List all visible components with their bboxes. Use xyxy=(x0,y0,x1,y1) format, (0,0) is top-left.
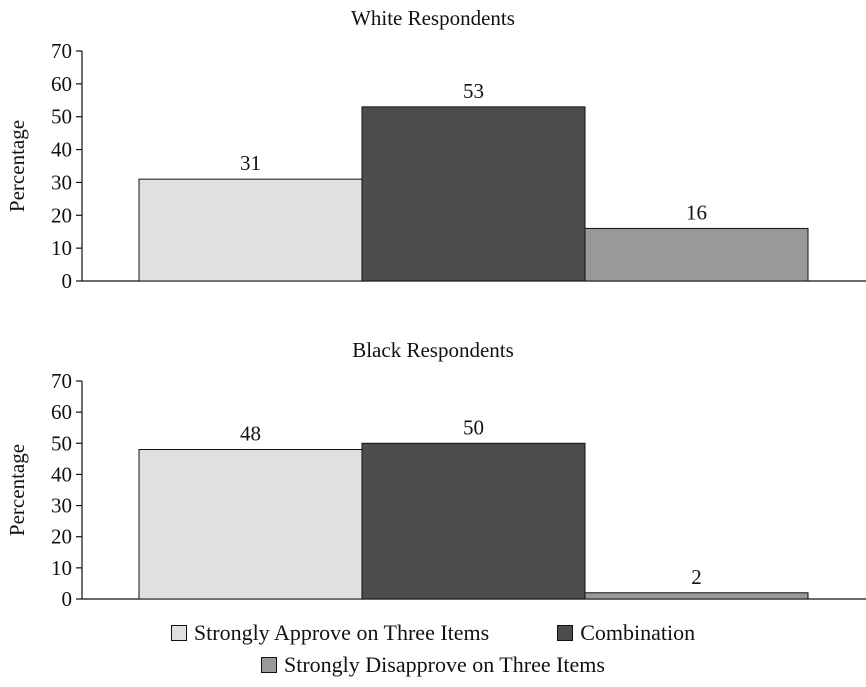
black-y-tick-label-50: 50 xyxy=(51,431,72,455)
black-y-tick-label-60: 60 xyxy=(51,400,72,424)
black-y-tick-label-20: 20 xyxy=(51,525,72,549)
white-y-tick-label-0: 0 xyxy=(62,269,73,293)
black-y-axis-label: Percentage xyxy=(5,444,29,536)
black-y-tick-label-0: 0 xyxy=(62,587,73,611)
white-bar-strongly-approve xyxy=(138,178,363,282)
white-data-label-strongly-approve: 31 xyxy=(240,151,261,175)
white-y-tick-label-60: 60 xyxy=(51,72,72,96)
white-bar-combination xyxy=(361,106,586,282)
black-bar-combination xyxy=(361,442,586,600)
legend-label-combination: Combination xyxy=(580,620,696,645)
black-bar-strongly-approve xyxy=(138,449,363,600)
legend-item-strongly-disapprove: Strongly Disapprove on Three Items xyxy=(261,652,605,678)
white-y-tick-label-50: 50 xyxy=(51,105,72,129)
legend-swatch-combination xyxy=(557,625,574,641)
legend-swatch-strongly-approve xyxy=(170,625,187,641)
black-data-label-strongly-disapprove: 2 xyxy=(691,565,702,589)
black-data-label-combination: 50 xyxy=(463,415,484,439)
black-y-tick-label-70: 70 xyxy=(51,369,72,393)
legend-label-strongly-disapprove: Strongly Disapprove on Three Items xyxy=(284,652,605,677)
black-y-tick-label-10: 10 xyxy=(51,556,72,580)
legend-item-combination: Combination xyxy=(557,620,695,646)
black-data-label-strongly-approve: 48 xyxy=(240,422,261,446)
black-y-tick-label-30: 30 xyxy=(51,494,72,518)
black-bar-strongly-disapprove xyxy=(584,592,809,600)
white-y-axis-label: Percentage xyxy=(5,120,29,212)
black-y-tick-label-40: 40 xyxy=(51,462,72,486)
black-chart-title: Black Respondents xyxy=(352,338,514,362)
white-y-tick-label-10: 10 xyxy=(51,236,72,260)
white-data-label-strongly-disapprove: 16 xyxy=(686,200,707,224)
legend-swatch-strongly-disapprove xyxy=(261,657,277,673)
white-y-tick-label-30: 30 xyxy=(51,170,72,194)
legend-label-strongly-approve: Strongly Approve on Three Items xyxy=(193,620,490,645)
legend-row-2: Strongly Disapprove on Three Items xyxy=(0,652,866,678)
white-chart-title: White Respondents xyxy=(351,6,515,30)
white-y-tick-label-40: 40 xyxy=(51,138,72,162)
legend-row-1: Strongly Approve on Three Items Combinat… xyxy=(0,620,866,646)
white-bar-strongly-disapprove xyxy=(584,227,809,282)
white-data-label-combination: 53 xyxy=(463,79,484,103)
white-y-tick-label-20: 20 xyxy=(51,203,72,227)
legend-item-strongly-approve: Strongly Approve on Three Items xyxy=(170,620,490,646)
white-y-tick-label-70: 70 xyxy=(51,39,72,63)
